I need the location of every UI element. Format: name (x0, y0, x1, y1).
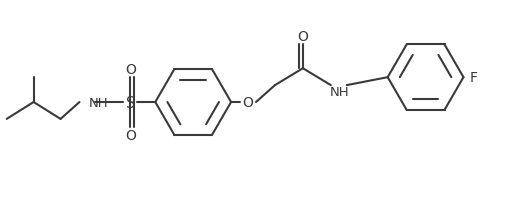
Text: NH: NH (89, 96, 108, 109)
Text: O: O (125, 128, 136, 142)
Text: F: F (469, 71, 477, 85)
Text: O: O (125, 63, 136, 77)
Text: S: S (126, 95, 135, 110)
Text: O: O (242, 96, 253, 109)
Text: O: O (297, 30, 308, 44)
Text: NH: NH (330, 85, 350, 98)
